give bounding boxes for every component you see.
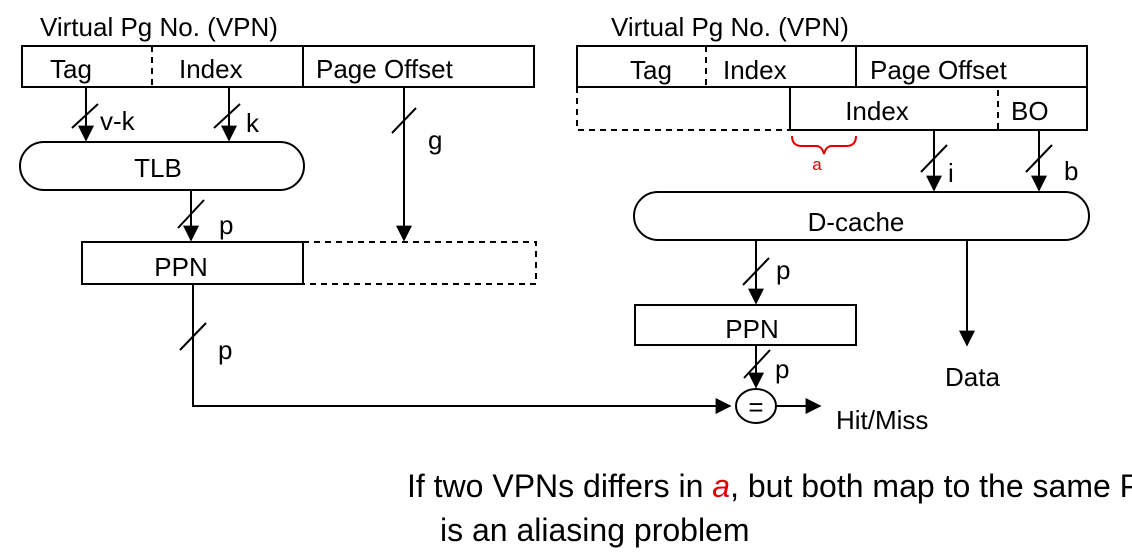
right-page-offset-field: Page Offset	[870, 55, 1008, 85]
left-vpn-register	[21, 45, 535, 88]
right-cache-address-box	[789, 87, 1088, 131]
right-ppn-bus-slash	[743, 349, 771, 379]
tlb-label: TLB	[134, 153, 182, 183]
left-vpn-group: Virtual Pg No. (VPN) Tag Index Page Offs…	[21, 12, 535, 88]
right-vpn-register	[576, 45, 1088, 88]
right-i-bits-label: i	[948, 158, 954, 188]
left-p-bits-label-1: p	[219, 210, 233, 240]
caption-line-2: is an aliasing problem	[440, 512, 750, 548]
left-offset-bus-slash	[391, 107, 417, 134]
left-ppn-bus-slash	[179, 322, 207, 351]
right-bo-field: BO	[1011, 96, 1049, 126]
right-bo-bus-slash	[1025, 144, 1053, 173]
right-cache-address-dashed	[576, 87, 790, 131]
right-cache-index-field: Index	[845, 96, 909, 126]
caption-after: , but both map to the same PPN then ther…	[730, 468, 1132, 504]
right-p-bits-label-1: p	[776, 255, 790, 285]
tlb-block	[19, 141, 305, 191]
left-index-field: Index	[179, 54, 243, 84]
alias-bits-label: a	[812, 155, 822, 174]
right-tag-field: Tag	[630, 55, 672, 85]
left-tag-bus-slash	[71, 103, 99, 129]
left-vk-bits-label: v-k	[100, 106, 136, 136]
alias-bits-brace	[791, 135, 857, 155]
caption-line-1: If two VPNs differs in a, but both map t…	[407, 468, 1132, 504]
left-p-bits-label-2: p	[218, 335, 232, 365]
caption-before: If two VPNs differs in	[407, 468, 712, 504]
right-vpn-title: Virtual Pg No. (VPN)	[611, 12, 849, 42]
caption-highlight: a	[712, 468, 730, 504]
right-index-bus-slash	[920, 144, 948, 173]
dcache-label: D-cache	[808, 207, 905, 237]
left-tag-field: Tag	[50, 54, 92, 84]
left-ppn-label: PPN	[154, 252, 207, 282]
right-p-bits-label-2: p	[775, 354, 789, 384]
right-index-field: Index	[723, 55, 787, 85]
tlb-ppn-bus-slash	[177, 199, 205, 229]
data-output-label: Data	[945, 362, 1000, 392]
hit-miss-label: Hit/Miss	[836, 405, 928, 435]
dcache-ppn-bus-slash	[742, 257, 770, 286]
dcache-block	[633, 191, 1090, 241]
left-vpn-title: Virtual Pg No. (VPN)	[40, 12, 278, 42]
left-physical-offset-slot	[303, 241, 537, 285]
right-vpn-group: Virtual Pg No. (VPN) Tag Index Page Offs…	[576, 12, 1088, 88]
left-k-bits-label: k	[246, 108, 260, 138]
right-ppn-label: PPN	[725, 314, 778, 344]
left-ppn-to-compare-arrow	[192, 284, 732, 414]
left-page-offset-field: Page Offset	[316, 54, 454, 84]
left-index-bus-slash	[213, 103, 241, 129]
right-b-bits-label: b	[1064, 156, 1078, 186]
left-g-bits-label: g	[428, 125, 442, 155]
comparator-symbol: =	[748, 392, 763, 422]
right-ppn-box	[634, 304, 857, 346]
